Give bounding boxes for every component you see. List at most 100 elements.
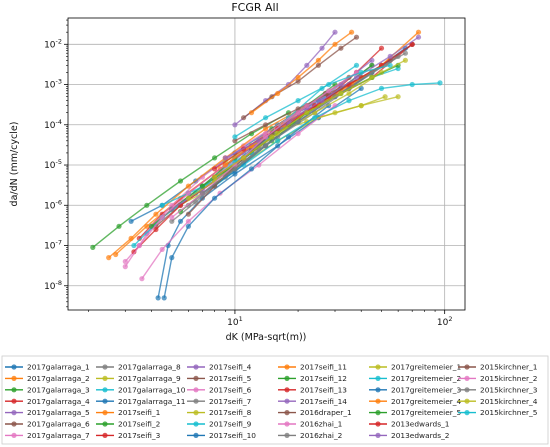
legend-item: 2016zhai_2 — [278, 431, 342, 440]
legend-frame — [1, 355, 549, 445]
legend-swatch-marker — [11, 375, 17, 381]
data-point — [295, 131, 301, 137]
legend-swatch-marker — [193, 432, 199, 438]
series-2015kirchner_5 — [232, 62, 393, 140]
legend-swatch-marker — [11, 432, 17, 438]
legend-swatch-marker — [193, 375, 199, 381]
legend-item: 2017galarraga_4 — [5, 397, 90, 406]
legend-label: 2015kirchner_1 — [480, 363, 538, 372]
legend-label: 2016draper_1 — [300, 408, 352, 417]
legend-item: 2016draper_1 — [278, 408, 352, 417]
legend-swatch-marker — [464, 387, 470, 393]
data-point — [131, 242, 137, 249]
data-point — [232, 138, 238, 144]
legend-label: 2017seifi_6 — [209, 385, 252, 394]
legend-label: 2017greitemeier_2 — [391, 374, 461, 383]
legend-item: 2017galarraga_9 — [96, 374, 181, 383]
legend-item: 2017seifi_2 — [96, 420, 160, 429]
legend-label: 2017galarraga_10 — [118, 385, 186, 394]
data-point — [346, 90, 352, 97]
data-point — [319, 98, 325, 104]
data-point — [248, 166, 255, 172]
data-point — [159, 246, 165, 252]
legend-item: 2017seifi_12 — [278, 374, 347, 383]
legend-swatch-marker — [375, 432, 381, 438]
data-point — [395, 94, 401, 100]
data-point — [185, 190, 191, 196]
legend-swatch-marker — [11, 421, 17, 427]
data-point — [358, 103, 364, 109]
legend-label: 2013edwards_2 — [391, 431, 449, 440]
data-point — [387, 53, 393, 60]
legend-label: 2017greitemeier_4 — [391, 397, 462, 406]
legend-swatch-marker — [375, 364, 381, 370]
data-point — [415, 29, 422, 35]
data-point — [353, 62, 360, 68]
data-point — [185, 223, 191, 229]
data-point — [169, 218, 175, 224]
data-point — [153, 226, 159, 233]
legend-item: 2015kirchner_2 — [458, 374, 537, 383]
legend-item: 2017galarraga_5 — [5, 408, 90, 417]
legend-swatch-marker — [284, 398, 290, 404]
legend-item: 2017seifi_1 — [96, 408, 161, 417]
legend-label: 2017greitemeier_5 — [391, 408, 462, 417]
series-2017greitemeier_2 — [212, 80, 443, 189]
data-point — [326, 81, 332, 88]
legend-item: 2013edwards_1 — [369, 420, 450, 429]
y-tick-label: 10-6 — [44, 198, 62, 211]
data-point — [212, 174, 218, 180]
legend-item: 2015kirchner_3 — [458, 385, 538, 394]
legend-swatch-marker — [375, 410, 381, 416]
data-point — [169, 255, 175, 261]
legend-swatch-marker — [284, 421, 290, 427]
x-tick-label: 101 — [227, 315, 243, 328]
legend-label: 2017seifi_14 — [300, 397, 347, 406]
legend-label: 2017seifi_2 — [118, 420, 160, 429]
legend-item: 2017galarraga_8 — [96, 363, 181, 372]
data-point — [326, 88, 332, 94]
legend-label: 2017galarraga_5 — [27, 408, 90, 417]
y-tick-label: 10-3 — [44, 78, 62, 91]
data-point — [139, 276, 145, 282]
legend-item: 2017galarraga_2 — [5, 374, 90, 383]
legend-swatch-marker — [102, 387, 108, 393]
legend-label: 2017seifi_11 — [300, 363, 347, 372]
y-tick-label: 10-2 — [44, 37, 62, 50]
data-point — [222, 162, 228, 168]
legend-swatch-marker — [284, 375, 290, 381]
legend-item: 2017galarraga_6 — [5, 420, 90, 429]
legend-item: 2017seifi_5 — [187, 374, 252, 383]
legend-label: 2017greitemeier_1 — [391, 363, 462, 372]
legend-item: 2017galarraga_10 — [96, 385, 186, 394]
data-point — [177, 218, 184, 224]
data-point — [177, 178, 184, 184]
data-point — [263, 122, 269, 128]
data-point — [437, 80, 443, 86]
data-point — [402, 50, 408, 56]
data-point — [346, 98, 352, 104]
legend-swatch-marker — [193, 421, 199, 427]
x-axis-label: dK (MPa-sqrt(m)) — [226, 332, 307, 343]
data-point — [241, 115, 247, 121]
data-point — [136, 242, 142, 249]
legend-swatch-marker — [284, 410, 290, 416]
legend-label: 2015kirchner_2 — [480, 374, 537, 383]
data-point — [263, 143, 269, 149]
data-point — [90, 244, 96, 250]
series-2017seifi_10 — [161, 103, 332, 301]
legend-swatch-marker — [284, 364, 290, 370]
legend-label: 2017seifi_8 — [209, 408, 252, 417]
data-point — [185, 195, 191, 201]
data-point — [269, 134, 275, 140]
y-tick-label: 10-5 — [44, 158, 62, 171]
data-point — [232, 166, 238, 172]
x-tick-label: 102 — [437, 315, 453, 328]
data-point — [155, 295, 161, 301]
legend-item: 2017seifi_6 — [187, 385, 252, 394]
legend-item: 2013edwards_2 — [369, 431, 449, 440]
data-point — [387, 62, 393, 68]
legend-item: 2017galarraga_7 — [5, 431, 90, 440]
data-point — [338, 45, 344, 51]
